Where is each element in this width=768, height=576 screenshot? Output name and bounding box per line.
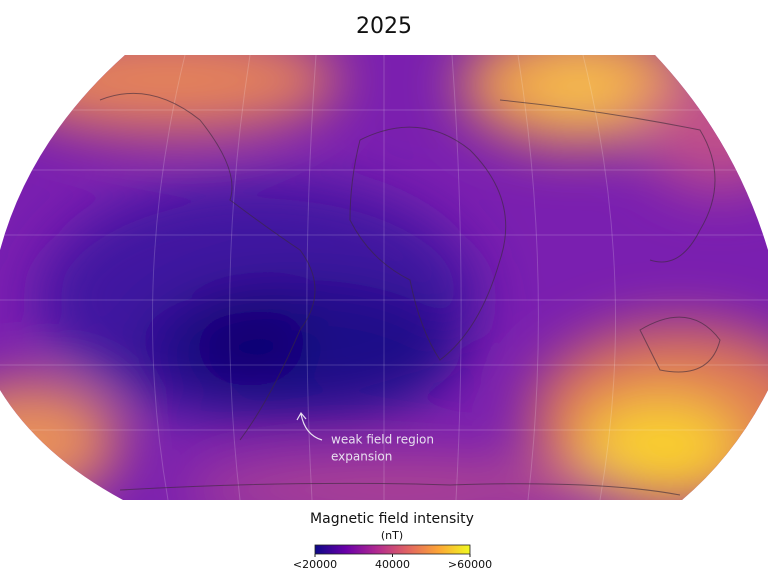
colorbar-title: Magnetic field intensity: [310, 511, 474, 527]
colorbar: [314, 544, 471, 555]
annotation-arrow: [296, 411, 323, 441]
annotation: expansion: [331, 450, 392, 464]
colorbar-tick-label: >60000: [448, 558, 492, 571]
colorbar-tick-label: <20000: [293, 558, 337, 571]
annotation: weak field region: [331, 433, 434, 447]
colorbar-tick-label: 40000: [375, 558, 410, 571]
colorbar-unit: (nT): [381, 529, 403, 542]
map-title: 2025: [356, 14, 412, 39]
